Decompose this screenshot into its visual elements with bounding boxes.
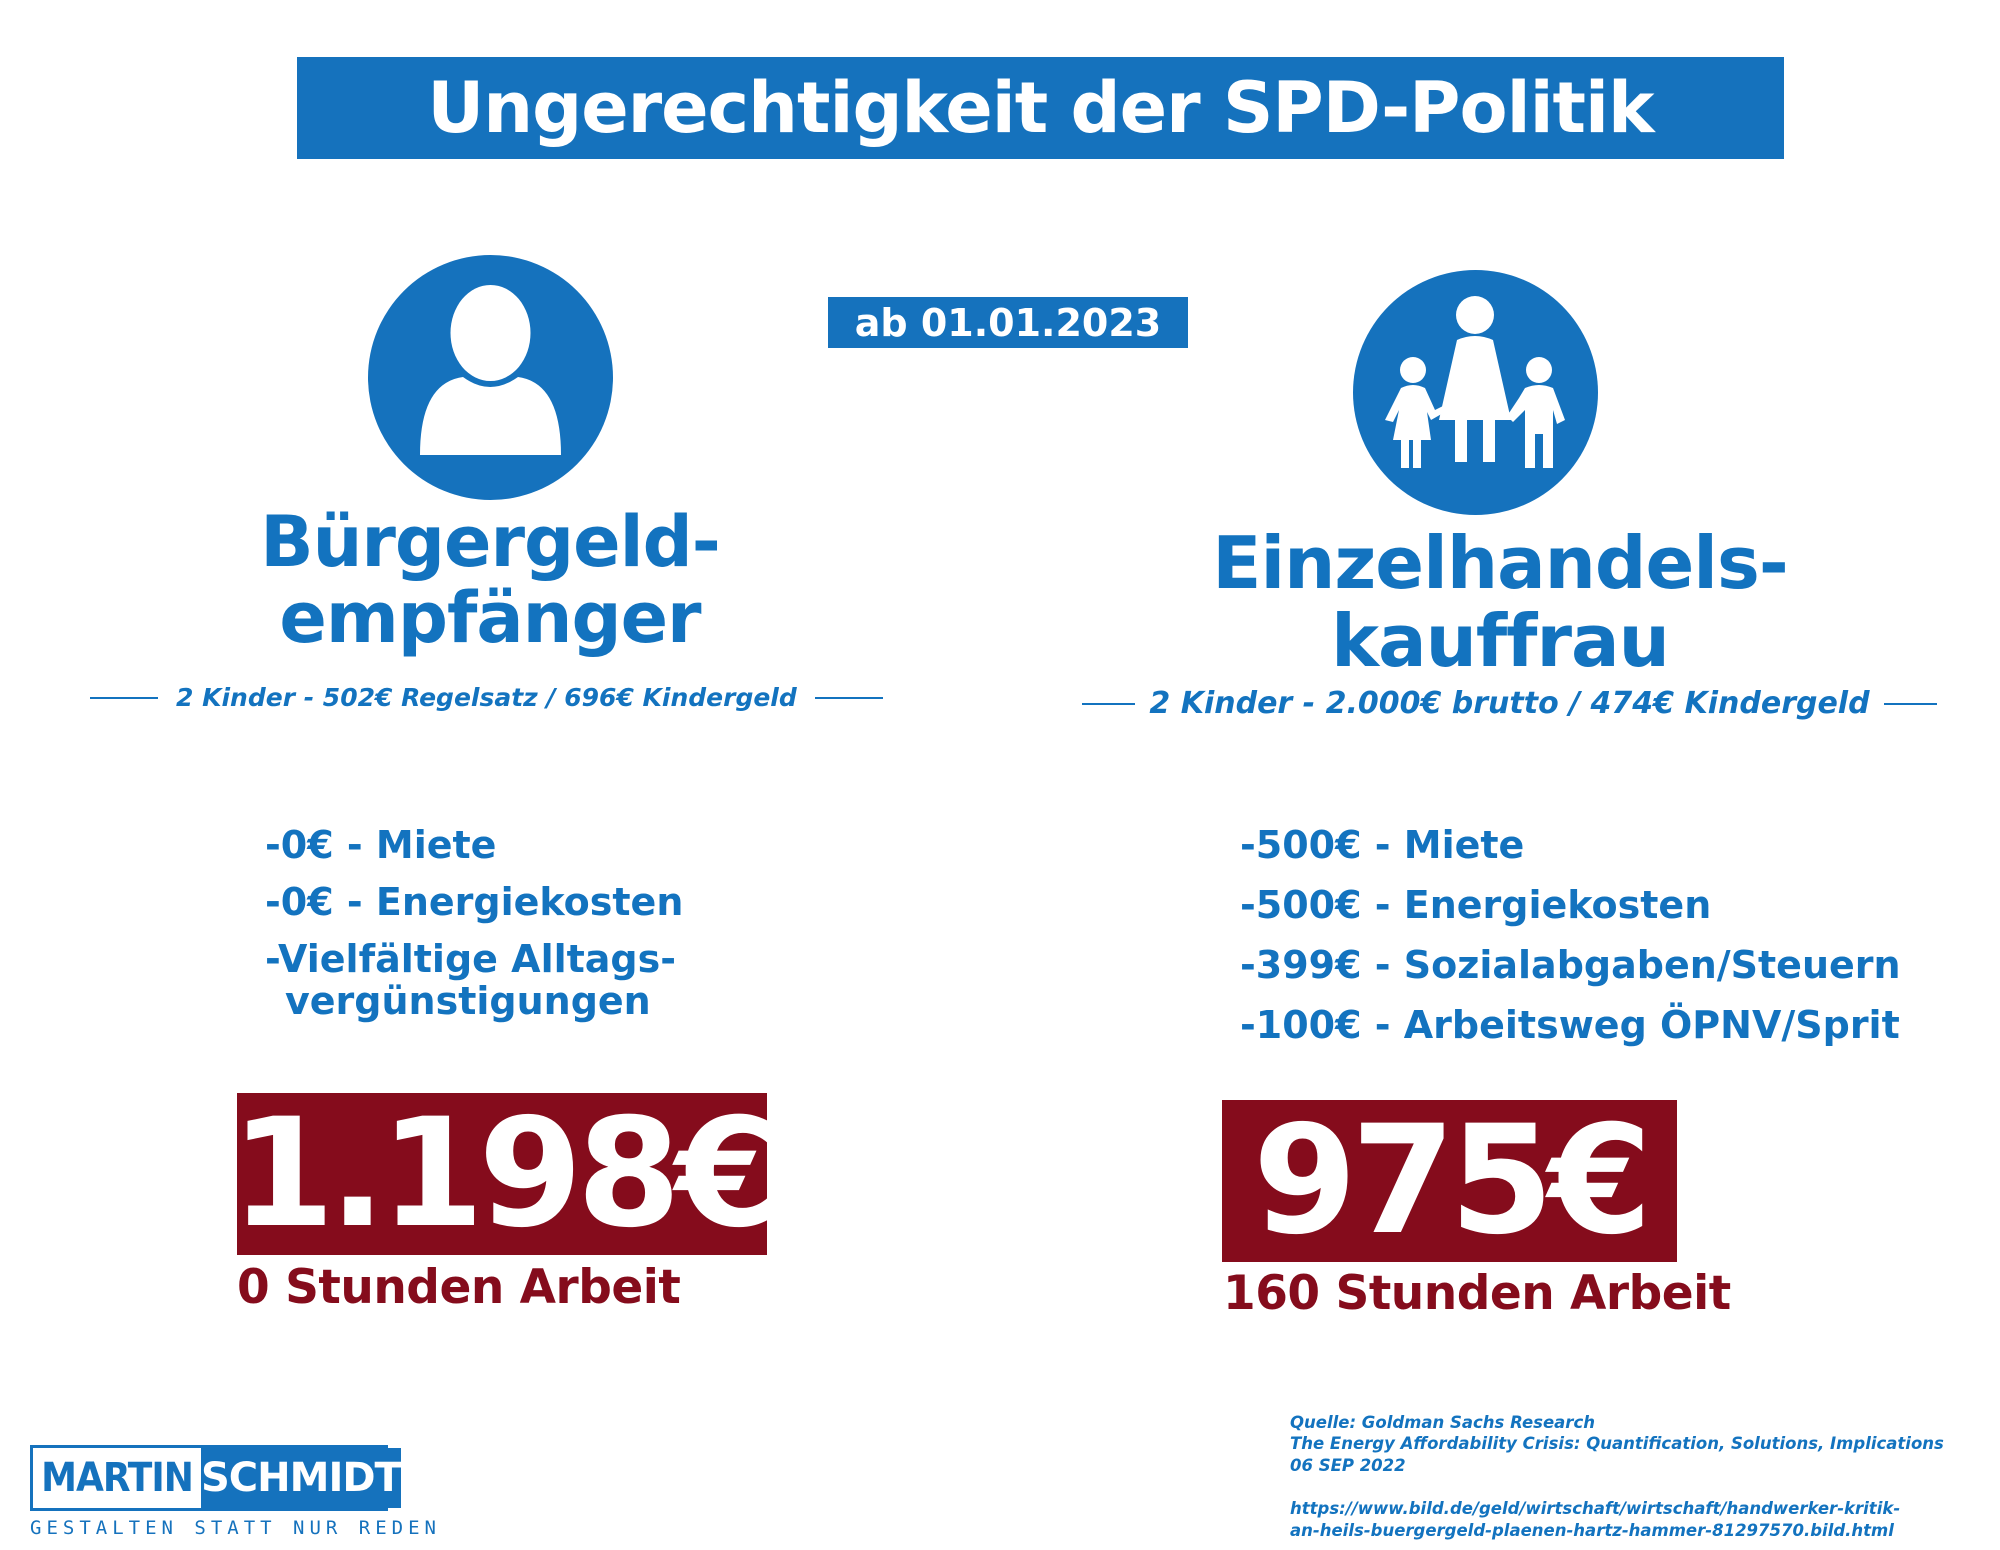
divider-right: [814, 696, 883, 699]
logo-wordmark: MARTIN SCHMIDT: [30, 1445, 402, 1511]
worker-amount: 975€: [1222, 1094, 1677, 1268]
recipient-cost-list: -0€ - Miete -0€ - Energiekosten -Vielfäl…: [265, 823, 865, 1023]
source-citation: Quelle: Goldman Sachs Research The Energ…: [1290, 1412, 1990, 1541]
list-item: -Vielfältige Alltags-: [265, 937, 677, 981]
worker-heading: Einzelhandels- kauffrau: [1180, 521, 1820, 683]
person-icon: [368, 255, 613, 500]
recipient-subline: 2 Kinder - 502€ Regelsatz / 696€ Kinderg…: [90, 683, 885, 712]
recipient-amount: 1.198€: [230, 1087, 780, 1261]
list-item: -0€ - Miete: [265, 823, 497, 867]
brand-logo: MARTIN SCHMIDT GESTALTEN STATT NUR REDEN: [30, 1445, 441, 1539]
worker-heading-line2: kauffrau: [1331, 598, 1670, 683]
list-item: -399€ - Sozialabgaben/Steuern: [1240, 943, 1901, 987]
list-item: -500€ - Energiekosten: [1240, 883, 1712, 927]
source-url: an-heils-buergergeld-plaenen-hartz-hamme…: [1290, 1520, 1894, 1540]
logo-tagline: GESTALTEN STATT NUR REDEN: [30, 1517, 441, 1539]
source-line: Quelle: Goldman Sachs Research: [1290, 1413, 1595, 1432]
person-icon-graphic: [420, 285, 561, 455]
recipient-heading-line2: empfänger: [279, 576, 701, 659]
list-item: -0€ - Energiekosten: [265, 880, 684, 924]
family-icon-graphic: [1385, 296, 1565, 468]
worker-cost-list: -500€ - Miete -500€ - Energiekosten -399…: [1240, 823, 1960, 1065]
divider-left: [1082, 702, 1136, 705]
source-line: The Energy Affordability Crisis: Quantif…: [1290, 1434, 1944, 1454]
list-item: -500€ - Miete: [1240, 823, 1525, 867]
worker-heading-line1: Einzelhandels-: [1212, 521, 1788, 605]
divider-left: [90, 696, 158, 699]
recipient-subline-text: 2 Kinder - 502€ Regelsatz / 696€ Kinderg…: [176, 683, 797, 712]
worker-subline-text: 2 Kinder - 2.000€ brutto / 474€ Kinderge…: [1149, 686, 1870, 721]
logo-first-name: MARTIN: [33, 1448, 201, 1508]
list-item: -100€ - Arbeitsweg ÖPNV/Sprit: [1240, 1003, 1900, 1047]
recipient-heading-line1: Bürgergeld-: [260, 501, 721, 583]
worker-subline: 2 Kinder - 2.000€ brutto / 474€ Kinderge…: [1082, 686, 1937, 721]
list-item: vergünstigungen: [285, 978, 651, 1023]
source-line: 06 SEP 2022: [1290, 1455, 1406, 1475]
divider-right: [1883, 702, 1937, 705]
logo-last-name: SCHMIDT: [201, 1448, 402, 1508]
family-icon: [1353, 270, 1598, 515]
date-badge: ab 01.01.2023: [828, 297, 1188, 348]
worker-hours: 160 Stunden Arbeit: [1223, 1266, 1731, 1321]
page-title: Ungerechtigkeit der SPD-Politik: [297, 57, 1784, 159]
recipient-heading: Bürgergeld- empfänger: [180, 501, 800, 659]
recipient-hours: 0 Stunden Arbeit: [237, 1260, 681, 1315]
source-url: https://www.bild.de/geld/wirtschaft/wirt…: [1290, 1499, 1901, 1519]
